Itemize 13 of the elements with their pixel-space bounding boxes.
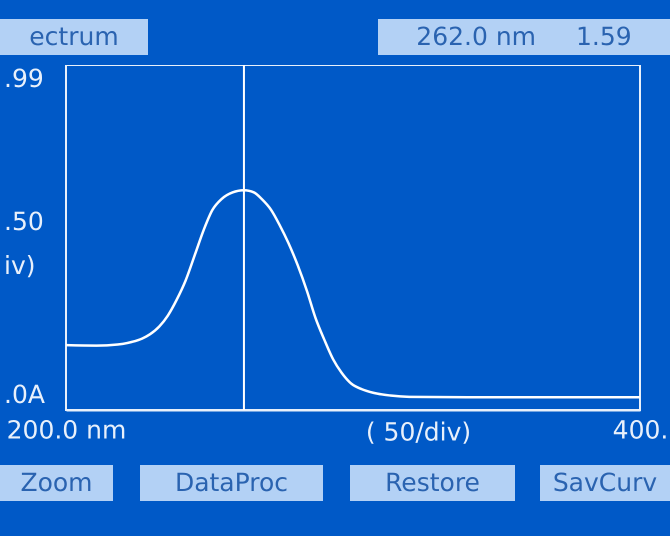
x-tick-label: 400. xyxy=(612,416,668,444)
text: .50 xyxy=(4,207,44,237)
button: Zoom xyxy=(0,465,113,501)
button: ectrum xyxy=(0,19,148,55)
button: SavCurv xyxy=(540,465,670,501)
button: Restore xyxy=(350,465,515,501)
text: .99 xyxy=(4,64,44,94)
x-axis-title: ( 50/div) xyxy=(366,418,472,446)
button: 262.0 nm 1.59 xyxy=(378,19,670,55)
text: .0A xyxy=(4,380,45,410)
text: iv) xyxy=(4,251,36,281)
button: DataProc xyxy=(140,465,323,501)
x-tick-label: 200.0 nm xyxy=(6,416,126,444)
